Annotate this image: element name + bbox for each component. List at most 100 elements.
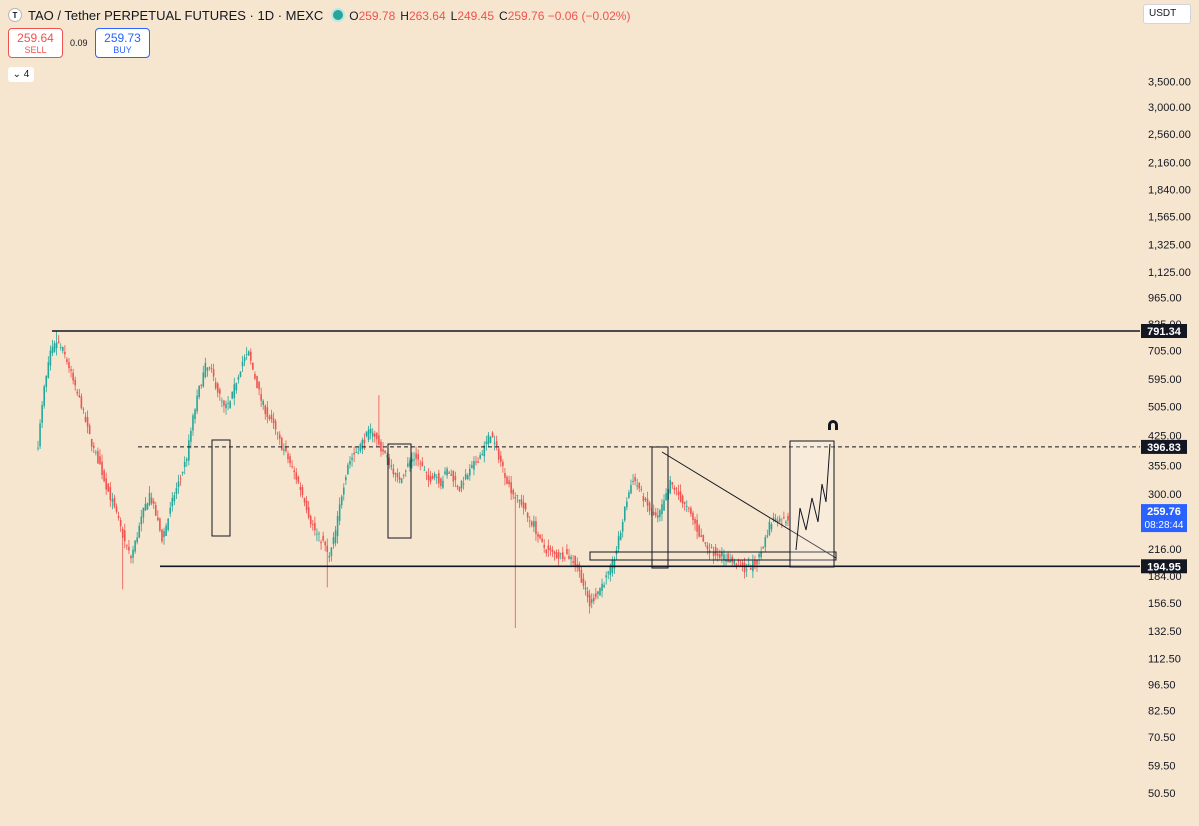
candle — [307, 500, 310, 520]
candle — [305, 496, 308, 514]
candle — [185, 457, 188, 467]
candle — [136, 532, 138, 545]
candle — [295, 467, 298, 484]
candle — [495, 435, 498, 451]
price-axis[interactable]: 3,500.00 3,000.00 2,560.00 2,160.00 1,840.00… — [1148, 76, 1191, 800]
candle — [181, 471, 184, 476]
range-box-1[interactable] — [211, 439, 231, 537]
descending-trendline[interactable] — [661, 451, 837, 559]
candle — [376, 431, 378, 447]
candle — [291, 460, 293, 469]
candle — [361, 437, 364, 455]
candle — [200, 383, 203, 389]
candle — [287, 450, 289, 464]
candle — [601, 578, 603, 598]
candle — [417, 449, 419, 467]
range-box-2[interactable] — [387, 443, 412, 539]
candle — [518, 499, 521, 509]
candle — [132, 545, 134, 564]
candle — [398, 472, 401, 484]
candle — [146, 502, 149, 511]
buy-button[interactable]: 259.73 BUY — [95, 28, 150, 58]
range-box-3[interactable] — [651, 446, 669, 569]
candle — [706, 541, 709, 555]
candle — [254, 371, 256, 381]
market-status-icon — [333, 10, 344, 20]
candle — [760, 546, 762, 560]
price-badge: 396.83 — [1141, 439, 1187, 454]
chart-title[interactable]: TAO / Tether PERPETUAL FUTURES · 1D · ME… — [28, 7, 324, 23]
candle — [640, 485, 643, 493]
candle — [681, 494, 684, 508]
candle — [526, 511, 529, 523]
candle — [192, 413, 194, 436]
price-badge-countdown: 08:28:44 — [1145, 520, 1184, 531]
candle — [688, 506, 690, 513]
candle — [595, 587, 597, 600]
candle — [537, 531, 539, 543]
candle — [128, 539, 130, 555]
candle — [260, 387, 262, 407]
candle — [626, 497, 628, 511]
ohlc-c: C259.76 −0.06 (−0.02%) — [499, 9, 630, 23]
ohlc-value: 263.64 — [408, 8, 446, 23]
support-zone-box[interactable] — [589, 551, 837, 561]
currency-selector[interactable]: USDT — [1143, 4, 1191, 24]
y-tick-label: 1,125.00 — [1148, 267, 1191, 279]
candle — [363, 433, 366, 450]
candle — [702, 534, 705, 542]
candle — [460, 479, 463, 493]
candle — [157, 510, 159, 522]
candle — [119, 517, 122, 532]
candle — [367, 425, 370, 443]
candle — [564, 556, 566, 562]
candle — [555, 549, 558, 559]
candle — [349, 456, 351, 469]
candle — [123, 523, 126, 549]
candle — [679, 484, 682, 503]
drawings-layer[interactable] — [211, 439, 837, 569]
candle — [638, 482, 641, 492]
candle — [229, 400, 231, 409]
y-tick-label: 82.50 — [1148, 706, 1176, 718]
candle — [252, 362, 254, 371]
candle — [86, 410, 89, 434]
projection-path[interactable] — [795, 443, 831, 551]
candle — [299, 482, 302, 497]
candle — [450, 469, 453, 476]
candle — [785, 520, 787, 527]
candle — [256, 375, 258, 389]
candle — [126, 544, 128, 551]
candle — [654, 507, 657, 518]
candle — [227, 396, 229, 411]
candle — [351, 453, 353, 467]
candle — [462, 476, 465, 490]
y-tick-label: 59.50 — [1148, 761, 1176, 773]
candle — [258, 381, 260, 396]
y-tick-label: 1,565.00 — [1148, 211, 1191, 223]
candle — [208, 366, 211, 371]
candle — [772, 512, 775, 523]
candle — [421, 457, 424, 467]
candle — [617, 531, 620, 553]
candle — [599, 587, 601, 596]
sell-button[interactable]: 259.64 SELL — [8, 28, 63, 58]
candle — [64, 345, 66, 359]
candle — [53, 340, 56, 353]
candle — [276, 431, 279, 440]
indicators-toggle[interactable]: ⌄ 4 — [8, 67, 34, 82]
candle — [148, 486, 151, 507]
candle — [47, 356, 50, 379]
candle — [630, 479, 632, 495]
candle — [427, 468, 430, 488]
y-tick-label: 3,500.00 — [1148, 76, 1191, 88]
target-box[interactable] — [789, 440, 835, 568]
candle — [500, 451, 502, 467]
magnet-icon[interactable] — [825, 418, 841, 434]
candle — [481, 450, 484, 456]
candle — [514, 492, 517, 629]
candle — [559, 552, 562, 560]
candle — [646, 491, 649, 513]
candle — [388, 454, 391, 469]
